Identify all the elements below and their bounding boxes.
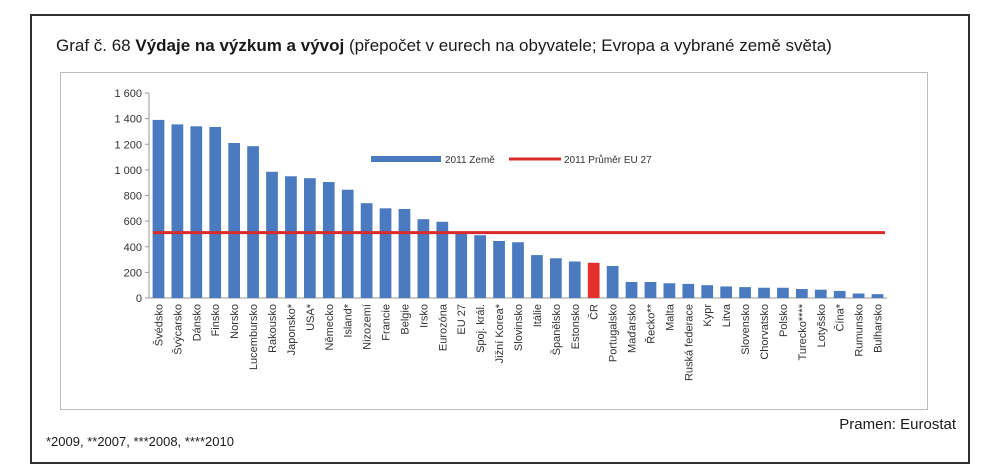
bar [852, 293, 865, 298]
bar [739, 287, 751, 298]
x-tick-label: Dánsko [191, 304, 203, 341]
x-tick-label: Slovinsko [513, 304, 525, 351]
x-tick-label: Řecko** [644, 303, 657, 343]
x-tick-label: Švýcarsko [171, 304, 184, 355]
x-tick-label: Rakousko [267, 304, 279, 353]
x-tick-label: USA* [305, 303, 317, 331]
y-tick-label: 600 [124, 216, 142, 228]
bar [833, 290, 846, 298]
y-tick-label: 1 600 [114, 88, 142, 100]
x-tick-label: Turecko**** [797, 303, 809, 360]
x-tick-label: Francie [381, 304, 393, 341]
x-tick-label: Maďarsko [627, 304, 639, 353]
x-tick-label: Finsko [210, 304, 222, 336]
bar [871, 294, 884, 298]
bar [568, 261, 581, 298]
x-tick-label: Norsko [229, 304, 241, 339]
x-tick-label: Estonsko [570, 304, 582, 349]
chart-title: Graf č. 68 Výdaje na výzkum a vývoj (pře… [56, 36, 832, 56]
bar-chart: 0 200 400 600 800 1 000 1 200 1 400 1 600 Švédsko… [114, 88, 887, 381]
x-tick-label: ČR [588, 304, 601, 320]
x-tick-label: Rumunsko [854, 304, 866, 357]
bar [777, 287, 789, 298]
bar [531, 255, 543, 298]
bar [228, 142, 241, 298]
title-rest: (přepočet v eurech na obyvatele; Evropa … [344, 36, 832, 55]
bar [171, 124, 184, 298]
x-tick-label: Ruská federace [683, 304, 695, 381]
x-tick-label: Spoj. král. [475, 304, 487, 353]
bar [322, 182, 335, 298]
bar [209, 126, 222, 298]
x-tick-label: Eurozóna [437, 303, 449, 351]
chart-frame [30, 14, 970, 464]
bar [436, 221, 449, 298]
title-prefix: Graf č. 68 [56, 36, 136, 55]
bar [360, 203, 373, 298]
bar [152, 119, 165, 298]
x-tick-label: Jižní Korea* [494, 303, 506, 363]
x-tick-label: Čína* [834, 303, 847, 331]
x-tick-label: Španělsko [550, 304, 563, 355]
footnote: *2009, **2007, ***2008, ****2010 [46, 434, 234, 449]
source-label: Pramen: Eurostat [839, 416, 956, 433]
x-tick-label: Kypr [702, 304, 714, 327]
x-tick-label: Nizozemí [362, 304, 374, 350]
x-tick-label: Portugalsko [608, 304, 620, 362]
y-tick-label: 1 000 [114, 165, 142, 177]
bar [474, 235, 487, 298]
y-tick-label: 1 400 [114, 114, 142, 126]
y-tick-label: 800 [124, 191, 142, 203]
bar [663, 283, 676, 298]
legend-swatch-bars [371, 156, 441, 162]
bar [758, 287, 770, 298]
title-bold: Výdaje na výzkum a vývoj [135, 36, 345, 55]
y-tick-label: 200 [124, 267, 142, 279]
bar [795, 289, 808, 298]
x-tick-label: Švédsko [152, 304, 165, 346]
bar [720, 286, 733, 298]
legend-label-bars: 2011 Země [445, 155, 495, 166]
bar [285, 176, 297, 298]
bar [512, 242, 524, 298]
x-tick-label: EU 27 [456, 304, 468, 335]
x-tick-label: Irsko [418, 304, 430, 328]
bar [682, 283, 695, 298]
bar [644, 281, 657, 298]
plot-area: 0 200 400 600 800 1 000 1 200 1 400 1 600 Švédsko… [60, 72, 928, 410]
x-tick-label: Německo [324, 304, 336, 350]
bar [701, 285, 714, 298]
bar [493, 240, 505, 298]
x-tick-label: Polsko [778, 304, 790, 337]
x-tick-label: Itálie [532, 304, 544, 327]
bar [379, 208, 392, 298]
bar [303, 178, 316, 298]
x-tick-label: Malta [664, 303, 676, 331]
bar [455, 233, 468, 298]
legend-label-line: 2011 Průměr EU 27 [564, 154, 652, 166]
bar [398, 208, 411, 298]
x-tick-label: Litva [721, 303, 733, 327]
bar [625, 281, 638, 298]
bar [190, 126, 203, 298]
x-tick-label: Chorvatsko [759, 304, 771, 360]
bar [814, 289, 827, 298]
y-tick-label: 1 200 [114, 139, 142, 151]
x-tick-label: Belgie [399, 304, 411, 335]
x-tick-label: Island* [343, 303, 355, 337]
x-tick-label: Japonsko* [286, 303, 298, 355]
x-tick-label: Bulharsko [873, 304, 885, 353]
bar [247, 146, 259, 298]
x-tick-label: Lotyšsko [816, 304, 828, 347]
y-tick-label: 400 [124, 242, 142, 254]
x-tick-label: Slovensko [740, 304, 752, 355]
bar [417, 219, 430, 298]
bar [549, 258, 562, 298]
bar [341, 189, 354, 298]
bar [606, 265, 619, 298]
y-tick-label: 0 [136, 293, 142, 305]
bar [587, 262, 600, 298]
bar [266, 171, 278, 298]
x-tick-label: Lucembursko [248, 304, 260, 370]
